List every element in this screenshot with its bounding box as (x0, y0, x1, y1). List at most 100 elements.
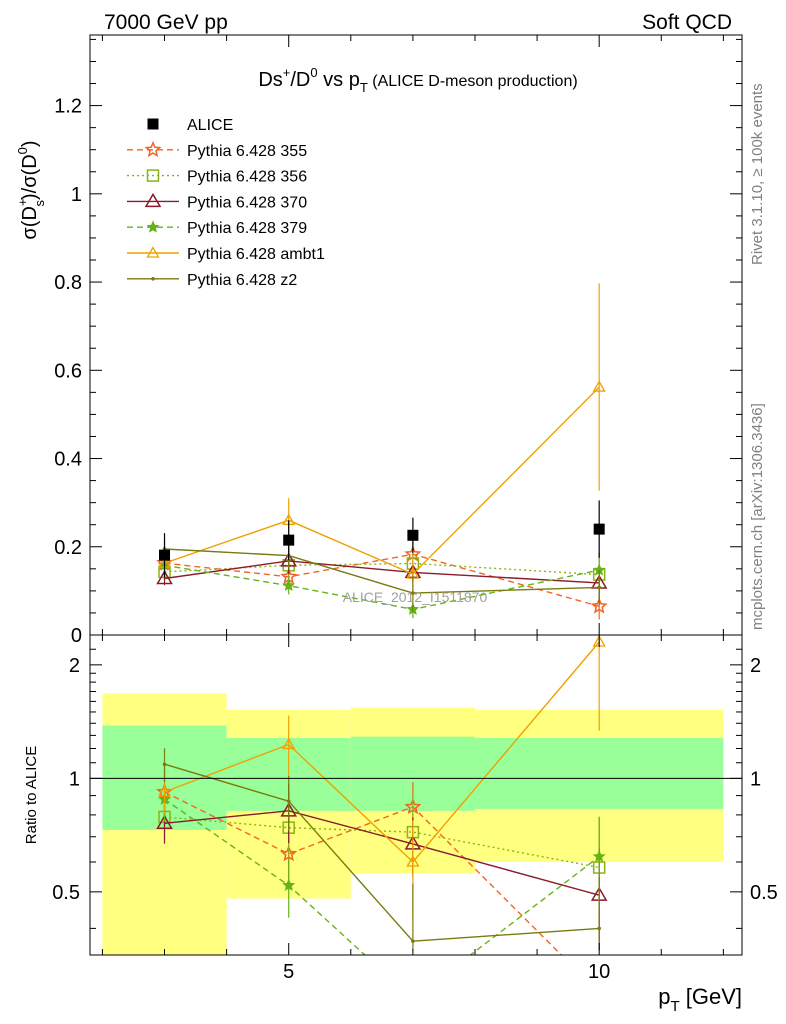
y-tick-label: 1.2 (54, 96, 82, 118)
ratio-y-tick-label-right: 2 (750, 655, 761, 677)
series-2-ratio-line (164, 810, 600, 896)
ratio-y-tick-label-right: 0.5 (750, 882, 778, 904)
legend-label: Pythia 6.428 370 (187, 194, 307, 211)
legend-label: Pythia 6.428 355 (187, 143, 307, 160)
legend-marker (144, 192, 162, 208)
series-3-ratio-line (164, 798, 600, 955)
series-4-ratio (157, 635, 606, 919)
legend-marker (151, 277, 155, 281)
ylabel-sub1: s (32, 200, 47, 207)
series-5-ratio-point (411, 939, 415, 943)
title-mid: /D (290, 69, 310, 91)
series-5-ratio-point (286, 799, 291, 803)
legend: ALICE Pythia 6.428 355 Pythia 6.428 356 Pyt… (127, 117, 325, 289)
ratio-band-inner (474, 737, 724, 809)
legend-label: ALICE (187, 117, 233, 134)
legend-marker (147, 118, 159, 130)
legend-label: Pythia 6.428 356 (187, 169, 307, 186)
legend-entry: Pythia 6.428 z2 (127, 272, 297, 289)
series-5-point (411, 591, 415, 595)
ylabel-sup2: 0 (15, 147, 30, 154)
ratio-y-tick-label: 2 (69, 655, 80, 677)
xlabel-main: p (658, 984, 670, 1009)
series-3-line (164, 564, 600, 611)
series-3-point (282, 578, 296, 592)
x-axis-label: pT [GeV] (658, 984, 742, 1015)
collision-label: 7000 GeV pp (104, 11, 228, 34)
mcplots-label: mcplots.cern.ch [arXiv:1306.3436] (749, 403, 766, 630)
series-3-ratio-point (282, 878, 296, 891)
series-5-ratio (162, 748, 601, 951)
alice-point (407, 529, 419, 541)
y-tick-label: 0.8 (54, 272, 82, 294)
alice-point (283, 534, 295, 546)
legend-entry: Pythia 6.428 356 (127, 169, 307, 186)
alice-point (593, 523, 605, 535)
analysis-watermark: ALICE_2012_I1511870 (343, 589, 488, 605)
xlabel-rest: [GeV] (680, 984, 742, 1009)
title-main: Ds (258, 69, 282, 91)
title-paren: (ALICE D-meson production) (368, 73, 578, 90)
ratio-y-tick-label: 0.5 (52, 882, 80, 904)
ratio-panel-frame (89, 634, 743, 956)
y-tick-label: 0.2 (54, 537, 82, 559)
series-3-ratio-point (592, 849, 606, 863)
series-4-ratio-point (282, 737, 296, 750)
series-2-ratio-point (156, 814, 173, 830)
series-3 (158, 552, 606, 619)
series-4-point (592, 380, 606, 392)
legend-label: Pythia 6.428 379 (187, 220, 307, 237)
y-tick-label: 0 (71, 625, 82, 647)
series-0-ratio-point (280, 845, 298, 862)
series-2-line (164, 560, 600, 584)
xlabel-sub: T (670, 998, 679, 1015)
y-tick-label: 1 (71, 184, 82, 206)
series-2-point (156, 570, 173, 585)
series-4 (157, 283, 606, 592)
x-tick-label: 10 (588, 961, 610, 983)
title-sup2: 0 (310, 65, 317, 80)
legend-marker (146, 246, 160, 258)
legend-marker (146, 220, 160, 233)
series-4-ratio-point (406, 855, 420, 867)
legend-entry: Pythia 6.428 355 (127, 140, 307, 160)
legend-entry: Pythia 6.428 379 (127, 220, 307, 237)
series-5-ratio-point (597, 926, 601, 931)
y-tick-label: 0.6 (54, 360, 82, 382)
legend-label: Pythia 6.428 ambt1 (187, 246, 325, 263)
legend-marker (144, 140, 162, 158)
series-5-ratio-line (164, 763, 600, 942)
series-5-ratio-point (162, 762, 167, 767)
series-0-point (590, 597, 608, 614)
series-4-line (164, 386, 600, 575)
ylabel-sup1: + (15, 199, 30, 207)
ratio-panel: 0.5 0.5 1 1 2 2 5 10 (52, 634, 778, 983)
main-panel: 0 0.2 0.4 0.6 0.8 1 1.2 ALICE_2012_I1511870 (54, 34, 743, 647)
ylabel-p3: ) (19, 140, 41, 147)
ratio-y-tick-label: 1 (69, 768, 80, 790)
series-4-ratio-line (164, 641, 600, 864)
title-mid2: vs p (318, 69, 360, 91)
x-tick-label: 5 (283, 961, 294, 983)
process-label: Soft QCD (642, 11, 732, 34)
rivet-version-label: Rivet 3.1.10, ≥ 100k events (749, 83, 766, 265)
y-tick-label: 0.4 (54, 449, 82, 471)
legend-label: Pythia 6.428 z2 (187, 272, 297, 289)
series-1-ratio-line (164, 816, 600, 869)
ylabel-p2: )/σ(D (19, 154, 41, 200)
title-sup1: + (283, 65, 291, 80)
series-5-point (597, 585, 601, 590)
y-axis-label-top: σ(D+ s)/σ(D0) (15, 140, 47, 239)
legend-entry: ALICE (147, 117, 233, 134)
legend-entry: Pythia 6.428 370 (127, 192, 307, 211)
chart-title: Ds+/D0 vs pT (ALICE D-meson production) (258, 65, 577, 95)
ratio-y-tick-label-right: 1 (750, 768, 761, 790)
alice-point (159, 549, 171, 561)
legend-marker (146, 169, 160, 182)
series-1-line (164, 562, 600, 576)
legend-entry: Pythia 6.428 ambt1 (127, 246, 325, 263)
series-5-line (164, 548, 600, 594)
title-sub: T (360, 80, 368, 95)
y-axis-label-bottom: Ratio to ALICE (23, 746, 40, 844)
